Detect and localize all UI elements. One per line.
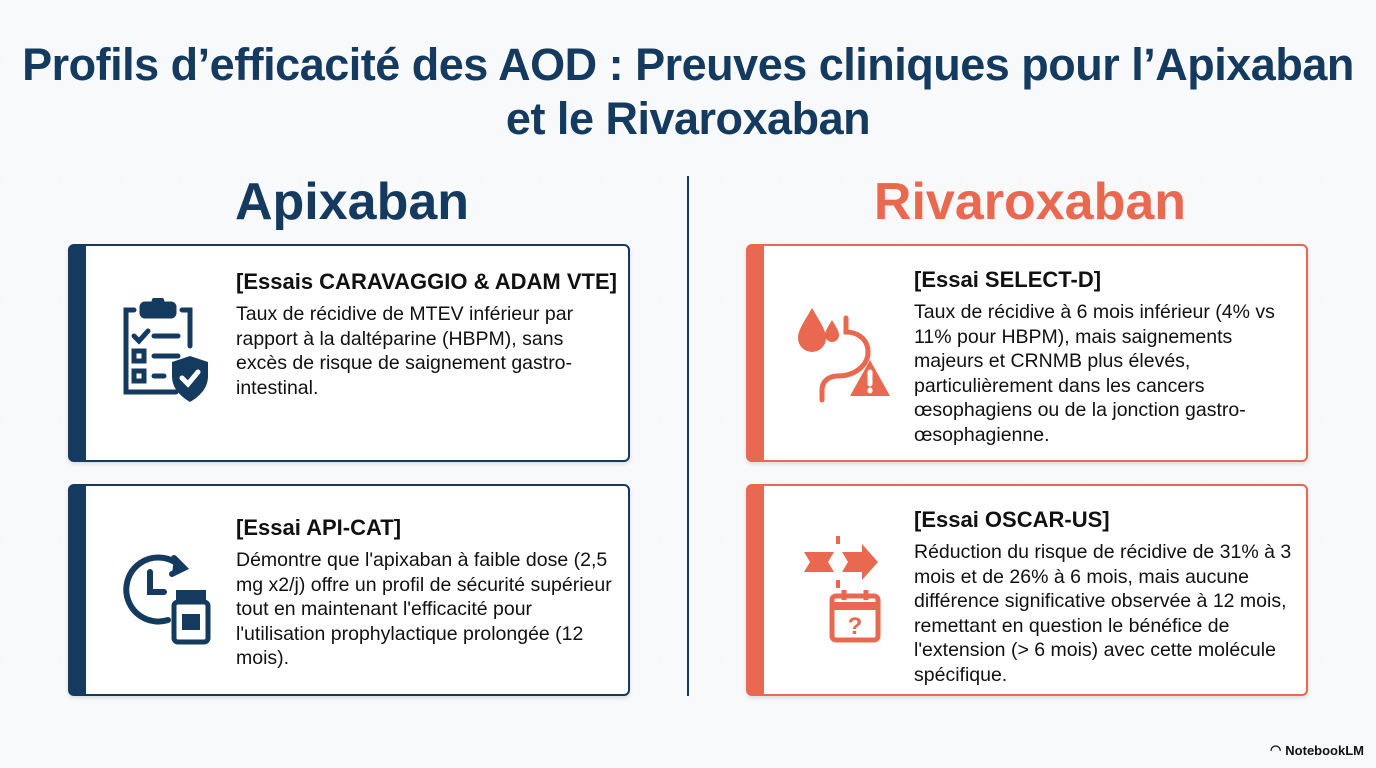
card-title: [Essai SELECT-D] [914,267,1102,292]
blood-drop-stomach-warning-icon [798,308,890,403]
card-caravaggio: [Essais CARAVAGGIO & ADAM VTE] Taux de r… [68,244,630,462]
rivaroxaban-heading: Rivaroxaban [873,173,1187,231]
apixaban-heading: Apixaban [234,173,470,231]
card-api-cat: [Essai API-CAT] Démontre que l'apixaban … [68,484,630,696]
card-title: [Essai OSCAR-US] [914,507,1110,532]
card-text: Démontre que l'apixaban à faible dose (2… [236,549,612,669]
card-text: Taux de récidive à 6 mois inférieur (4% … [914,301,1275,446]
clipboard-checklist-shield-icon [123,298,208,402]
notebooklm-icon: ◠ [1269,742,1282,757]
broken-arrow-calendar-question-icon: ? [804,536,881,643]
card-text: Taux de récidive de MTEV inférieur par r… [236,303,574,399]
card-title: [Essai API-CAT] [236,515,402,540]
card-title: [Essais CARAVAGGIO & ADAM VTE] [236,269,617,294]
clock-medicine-vial-icon [123,554,211,645]
card-select-d: [Essai SELECT-D] Taux de récidive à 6 mo… [746,244,1308,462]
page-title: Profils d’efficacité des AOD : Preuves c… [22,39,1354,144]
card-oscar-us: ? [Essai OSCAR-US] Réduction du risque d… [746,484,1308,696]
brand-label: NotebookLM [1285,742,1364,758]
column-divider [687,176,689,696]
notebooklm-logo: ◠ NotebookLM [1270,742,1364,758]
svg-text:?: ? [848,613,863,640]
card-text: Réduction du risque de récidive de 31% à… [914,541,1292,686]
